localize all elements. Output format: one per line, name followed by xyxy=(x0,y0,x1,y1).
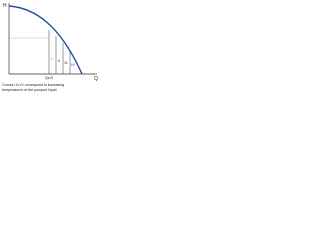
pump-curve xyxy=(8,5,83,75)
curve-label: I xyxy=(52,57,53,61)
curve-label: III xyxy=(65,61,68,65)
curve-label: IV xyxy=(71,63,75,67)
caption-line: temperatures of the pumped liquid xyxy=(2,88,57,92)
x-axis-label: Q xyxy=(94,76,98,82)
y-axis-label: H xyxy=(3,3,7,9)
caption-line: Curves I to IV correspond to increasing xyxy=(2,83,64,87)
diagram: H Q Qs,R I II III IV Curves I to IV corr… xyxy=(2,3,98,92)
page: {"axes": {"y_label": "H", "x_label": "Q"… xyxy=(0,0,100,95)
flow-label: Qs,R xyxy=(45,76,53,80)
curve-label: II xyxy=(58,59,60,63)
